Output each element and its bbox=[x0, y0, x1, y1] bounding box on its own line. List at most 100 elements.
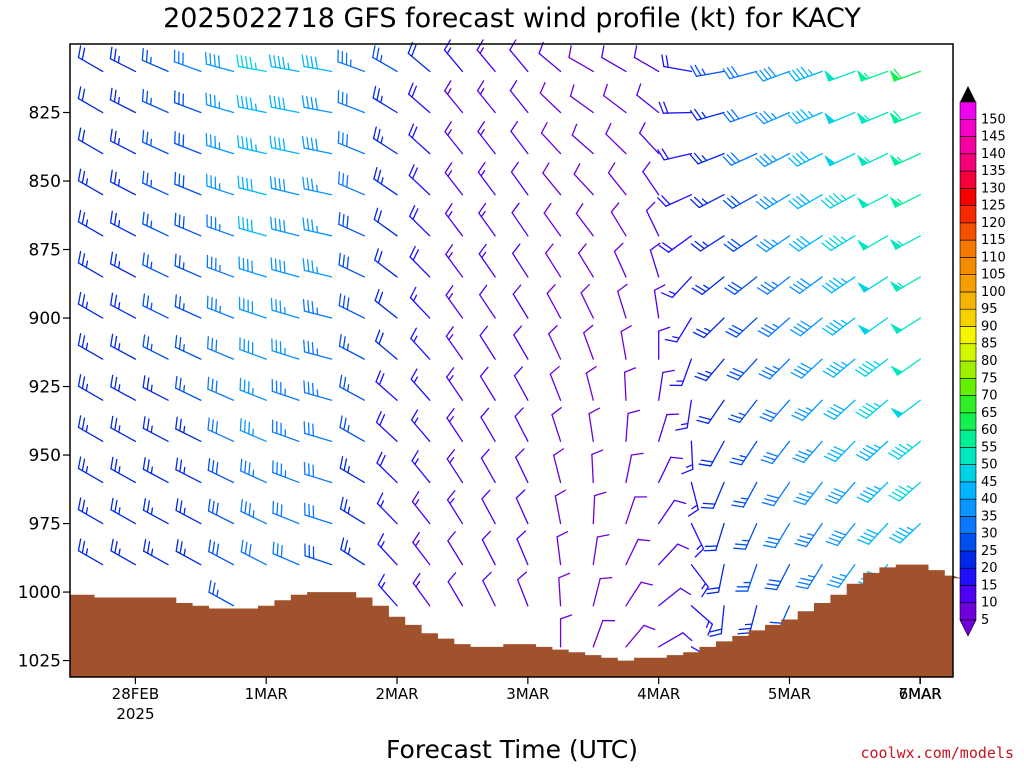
wind-barb bbox=[625, 538, 651, 566]
wind-barb bbox=[239, 337, 267, 360]
wind-barb bbox=[375, 410, 398, 442]
wind-barb bbox=[737, 605, 758, 635]
wind-barb bbox=[649, 242, 661, 278]
wind-barb bbox=[723, 235, 758, 252]
wind-barb bbox=[620, 325, 632, 360]
wind-barb bbox=[822, 358, 856, 378]
wind-barb bbox=[515, 489, 529, 525]
wind-barb bbox=[239, 418, 267, 442]
wind-barb bbox=[592, 619, 616, 648]
wind-barb bbox=[539, 81, 562, 114]
wind-barb bbox=[110, 251, 137, 278]
colorbar-label: 30 bbox=[981, 527, 998, 542]
wind-barb bbox=[109, 87, 137, 114]
wind-barb bbox=[77, 291, 104, 319]
colorbar-label: 150 bbox=[981, 112, 1006, 127]
colorbar-swatch bbox=[959, 395, 977, 414]
wind-barb bbox=[374, 329, 398, 360]
colorbar-label: 145 bbox=[981, 130, 1006, 145]
colorbar-swatch bbox=[959, 602, 977, 621]
wind-barbs bbox=[77, 39, 921, 673]
wind-barb bbox=[548, 324, 562, 360]
wind-barb bbox=[760, 440, 791, 465]
wind-barb bbox=[338, 212, 365, 237]
colorbar-label: 65 bbox=[981, 406, 998, 421]
wind-barb bbox=[690, 194, 725, 209]
colorbar-bottom-arrow bbox=[959, 619, 977, 637]
wind-barb bbox=[339, 374, 365, 401]
wind-barb bbox=[511, 202, 529, 237]
wind-barb bbox=[543, 202, 562, 237]
wind-barb bbox=[706, 563, 725, 595]
wind-barb bbox=[642, 161, 660, 196]
wind-barb bbox=[592, 576, 613, 607]
wind-barb bbox=[889, 68, 921, 82]
x-tick-label: 6MAR bbox=[899, 685, 942, 703]
wind-barb bbox=[142, 538, 169, 566]
wind-barb bbox=[787, 108, 823, 125]
wind-barb bbox=[709, 605, 725, 637]
wind-barb bbox=[857, 70, 889, 82]
wind-barb bbox=[658, 499, 687, 525]
wind-barb bbox=[755, 194, 791, 210]
wind-barb bbox=[444, 80, 464, 114]
wind-barb bbox=[552, 448, 565, 484]
colorbar-label: 85 bbox=[981, 337, 998, 352]
wind-barb bbox=[756, 276, 791, 295]
wind-barb bbox=[788, 193, 823, 210]
wind-barb bbox=[269, 135, 300, 155]
wind-barb bbox=[409, 205, 431, 237]
wind-barb bbox=[173, 90, 202, 114]
x-axis-label: Forecast Time (UTC) bbox=[386, 735, 638, 764]
wind-barb bbox=[556, 531, 569, 566]
wind-barb bbox=[174, 375, 202, 401]
colorbar-label: 135 bbox=[981, 164, 1006, 179]
colorbar-swatch bbox=[959, 429, 977, 448]
wind-barb bbox=[857, 276, 889, 293]
y-tick-label: 875 bbox=[29, 241, 61, 261]
colorbar-label: 55 bbox=[981, 440, 998, 455]
wind-barb bbox=[755, 110, 791, 125]
wind-barb bbox=[558, 572, 571, 607]
wind-barb bbox=[410, 368, 431, 401]
y-tick-label: 1000 bbox=[18, 583, 61, 603]
wind-barb bbox=[240, 499, 267, 525]
wind-barb bbox=[658, 235, 693, 253]
wind-barb bbox=[301, 54, 333, 73]
colorbar-label: 70 bbox=[981, 389, 998, 404]
wind-barb bbox=[625, 624, 656, 648]
wind-barb bbox=[610, 202, 627, 237]
wind-barb bbox=[857, 522, 889, 545]
wind-barb bbox=[607, 162, 627, 196]
wind-barb bbox=[755, 152, 791, 168]
colorbar-swatch bbox=[959, 516, 977, 534]
wind-barb bbox=[303, 421, 333, 442]
wind-barb bbox=[373, 207, 398, 237]
wind-barb bbox=[446, 449, 464, 484]
wind-barb bbox=[889, 110, 921, 124]
wind-barb bbox=[516, 571, 529, 607]
wind-barb bbox=[240, 539, 267, 566]
colorbar-swatch bbox=[959, 291, 977, 310]
wind-barb bbox=[625, 496, 648, 525]
speed-colorbar: 5 10 15 20 25 30 35 40 45 50 55 60 65 70 75 80 85 90 95 100… bbox=[959, 86, 1006, 637]
wind-barb bbox=[513, 366, 529, 401]
y-tick-label: 950 bbox=[29, 446, 61, 466]
wind-barb bbox=[238, 256, 267, 278]
colorbar-label: 90 bbox=[981, 319, 998, 334]
wind-barb bbox=[303, 461, 333, 484]
wind-barb bbox=[270, 216, 300, 237]
wind-barb bbox=[271, 379, 300, 401]
wind-barb bbox=[408, 164, 431, 196]
wind-barb bbox=[617, 283, 628, 319]
wind-barb bbox=[888, 481, 921, 502]
colorbar-label: 75 bbox=[981, 371, 998, 386]
wind-barb bbox=[410, 327, 431, 360]
wind-barb bbox=[302, 176, 333, 196]
wind-barb bbox=[889, 194, 921, 208]
wind-barb bbox=[272, 500, 300, 525]
wind-barb bbox=[303, 380, 333, 401]
wind-barb bbox=[664, 317, 693, 343]
wind-barb bbox=[374, 248, 398, 278]
